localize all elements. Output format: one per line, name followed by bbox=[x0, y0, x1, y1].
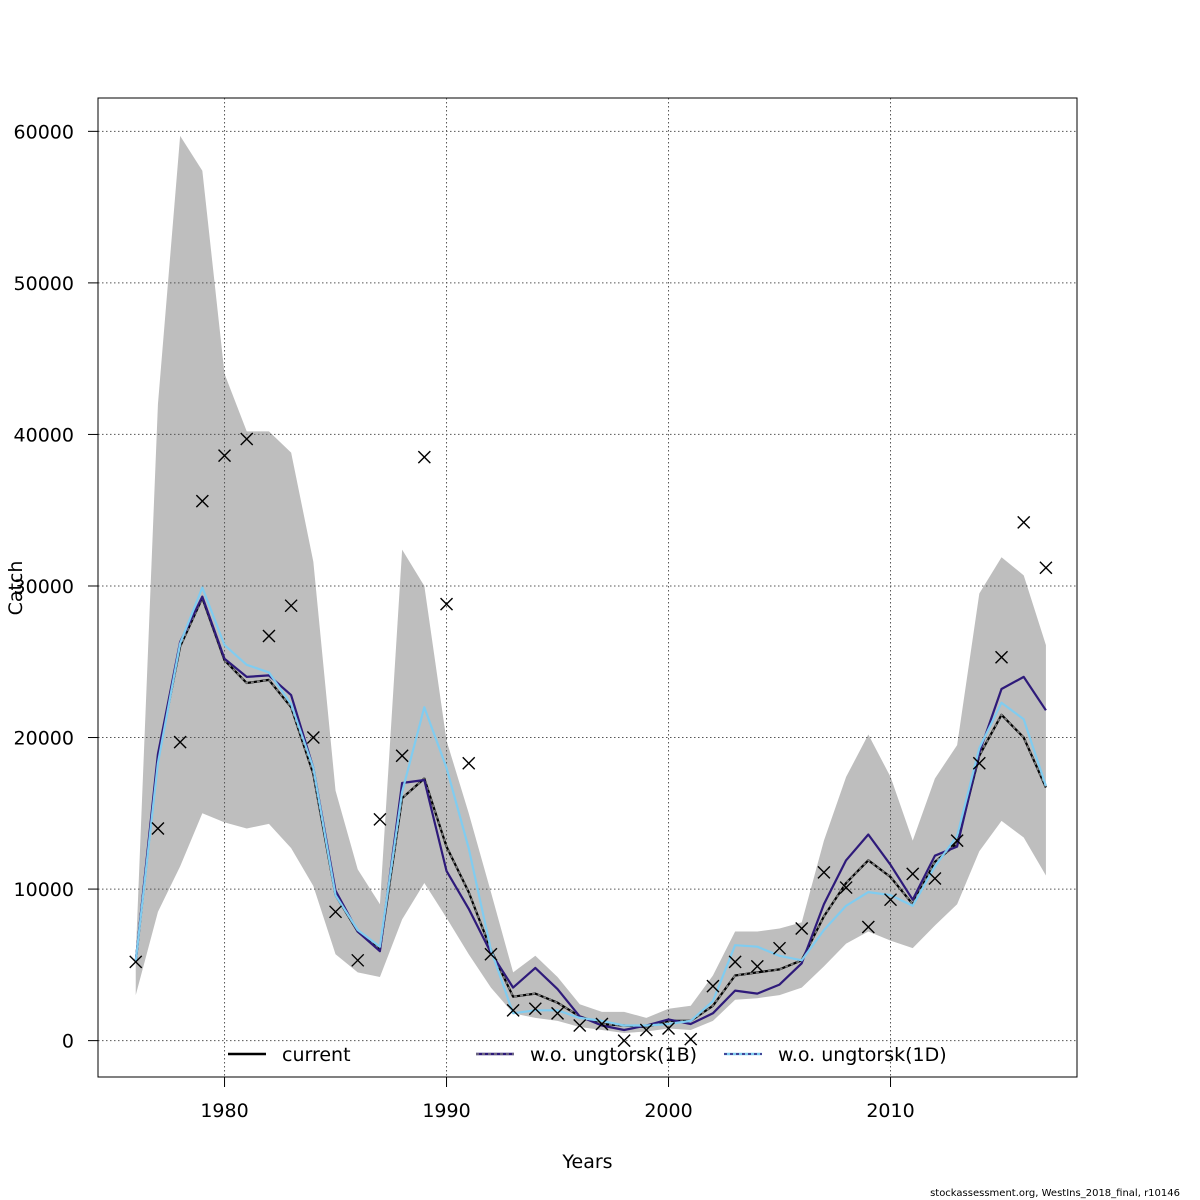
observation-point bbox=[706, 979, 720, 993]
observation-point bbox=[506, 1003, 520, 1017]
observation-point bbox=[928, 871, 942, 885]
observation-point bbox=[395, 749, 409, 763]
observation-point bbox=[906, 867, 920, 881]
plot-frame bbox=[97, 97, 1078, 1078]
legend-label: w.o. ungtorsk(1D) bbox=[778, 1044, 947, 1066]
observation-point bbox=[839, 881, 853, 895]
y-tick-label: 0 bbox=[62, 1031, 74, 1053]
observation-point bbox=[595, 1017, 609, 1031]
observation-point bbox=[462, 756, 476, 770]
observation-point bbox=[329, 905, 343, 919]
x-tick-label: 1990 bbox=[422, 1100, 470, 1122]
observation-point bbox=[240, 432, 254, 446]
observation-point bbox=[884, 893, 898, 907]
observation-point bbox=[373, 812, 387, 826]
y-tick-label: 10000 bbox=[14, 879, 74, 901]
x-tick-label: 2000 bbox=[644, 1100, 692, 1122]
observation-point bbox=[795, 921, 809, 935]
x-tick-label: 2010 bbox=[866, 1100, 914, 1122]
observations-layer bbox=[129, 432, 1053, 1048]
footer-credit: stockassessment.org, WestIns_2018_final,… bbox=[930, 1188, 1180, 1199]
observation-point bbox=[351, 953, 365, 967]
observation-point bbox=[817, 865, 831, 879]
observation-point bbox=[750, 959, 764, 973]
observation-point bbox=[262, 629, 276, 643]
y-tick-label: 40000 bbox=[14, 424, 74, 446]
observation-point bbox=[573, 1018, 587, 1032]
observation-point bbox=[861, 920, 875, 934]
observation-point bbox=[218, 449, 232, 463]
observation-point bbox=[950, 834, 964, 848]
series-line-1 bbox=[134, 595, 1047, 1032]
legend-item-2: w.o. ungtorsk(1D) bbox=[724, 1044, 947, 1066]
observation-point bbox=[728, 955, 742, 969]
observation-point bbox=[639, 1023, 653, 1037]
observation-point bbox=[417, 450, 431, 464]
y-tick-label: 20000 bbox=[14, 728, 74, 750]
grid-layer bbox=[98, 98, 1077, 1077]
observation-point bbox=[195, 494, 209, 508]
observation-point bbox=[173, 735, 187, 749]
y-tick-label: 30000 bbox=[14, 576, 74, 598]
y-axis-title: Catch bbox=[5, 561, 27, 616]
observation-point bbox=[617, 1034, 631, 1048]
observation-point bbox=[1039, 561, 1053, 575]
legend-label: w.o. ungtorsk(1B) bbox=[530, 1044, 697, 1066]
observation-point bbox=[440, 597, 454, 611]
y-tick-label: 60000 bbox=[14, 121, 74, 143]
observation-point bbox=[1017, 515, 1031, 529]
observation-point bbox=[995, 650, 1009, 664]
axes-layer: 1980 1990 2000 2010 0 10000 20000 30000 40000 500… bbox=[14, 121, 915, 1122]
legend-item-1: w.o. ungtorsk(1B) bbox=[476, 1044, 697, 1066]
observation-point bbox=[972, 756, 986, 770]
observation-point bbox=[129, 955, 143, 969]
observation-point bbox=[773, 941, 787, 955]
legend-item-0: current bbox=[228, 1044, 351, 1066]
observation-point bbox=[484, 947, 498, 961]
observation-point bbox=[306, 731, 320, 745]
observation-point bbox=[528, 1002, 542, 1016]
observation-point bbox=[151, 821, 165, 835]
observation-point bbox=[551, 1006, 565, 1020]
legend-label: current bbox=[282, 1044, 351, 1066]
x-axis-title: Years bbox=[561, 1151, 612, 1173]
legend: current w.o. ungtorsk(1B) w.o. ungtorsk(1D… bbox=[228, 1044, 947, 1066]
observation-point bbox=[684, 1032, 698, 1046]
y-tick-label: 50000 bbox=[14, 273, 74, 295]
observation-point bbox=[284, 599, 298, 613]
observation-point bbox=[662, 1022, 676, 1035]
x-tick-label: 1980 bbox=[200, 1100, 248, 1122]
